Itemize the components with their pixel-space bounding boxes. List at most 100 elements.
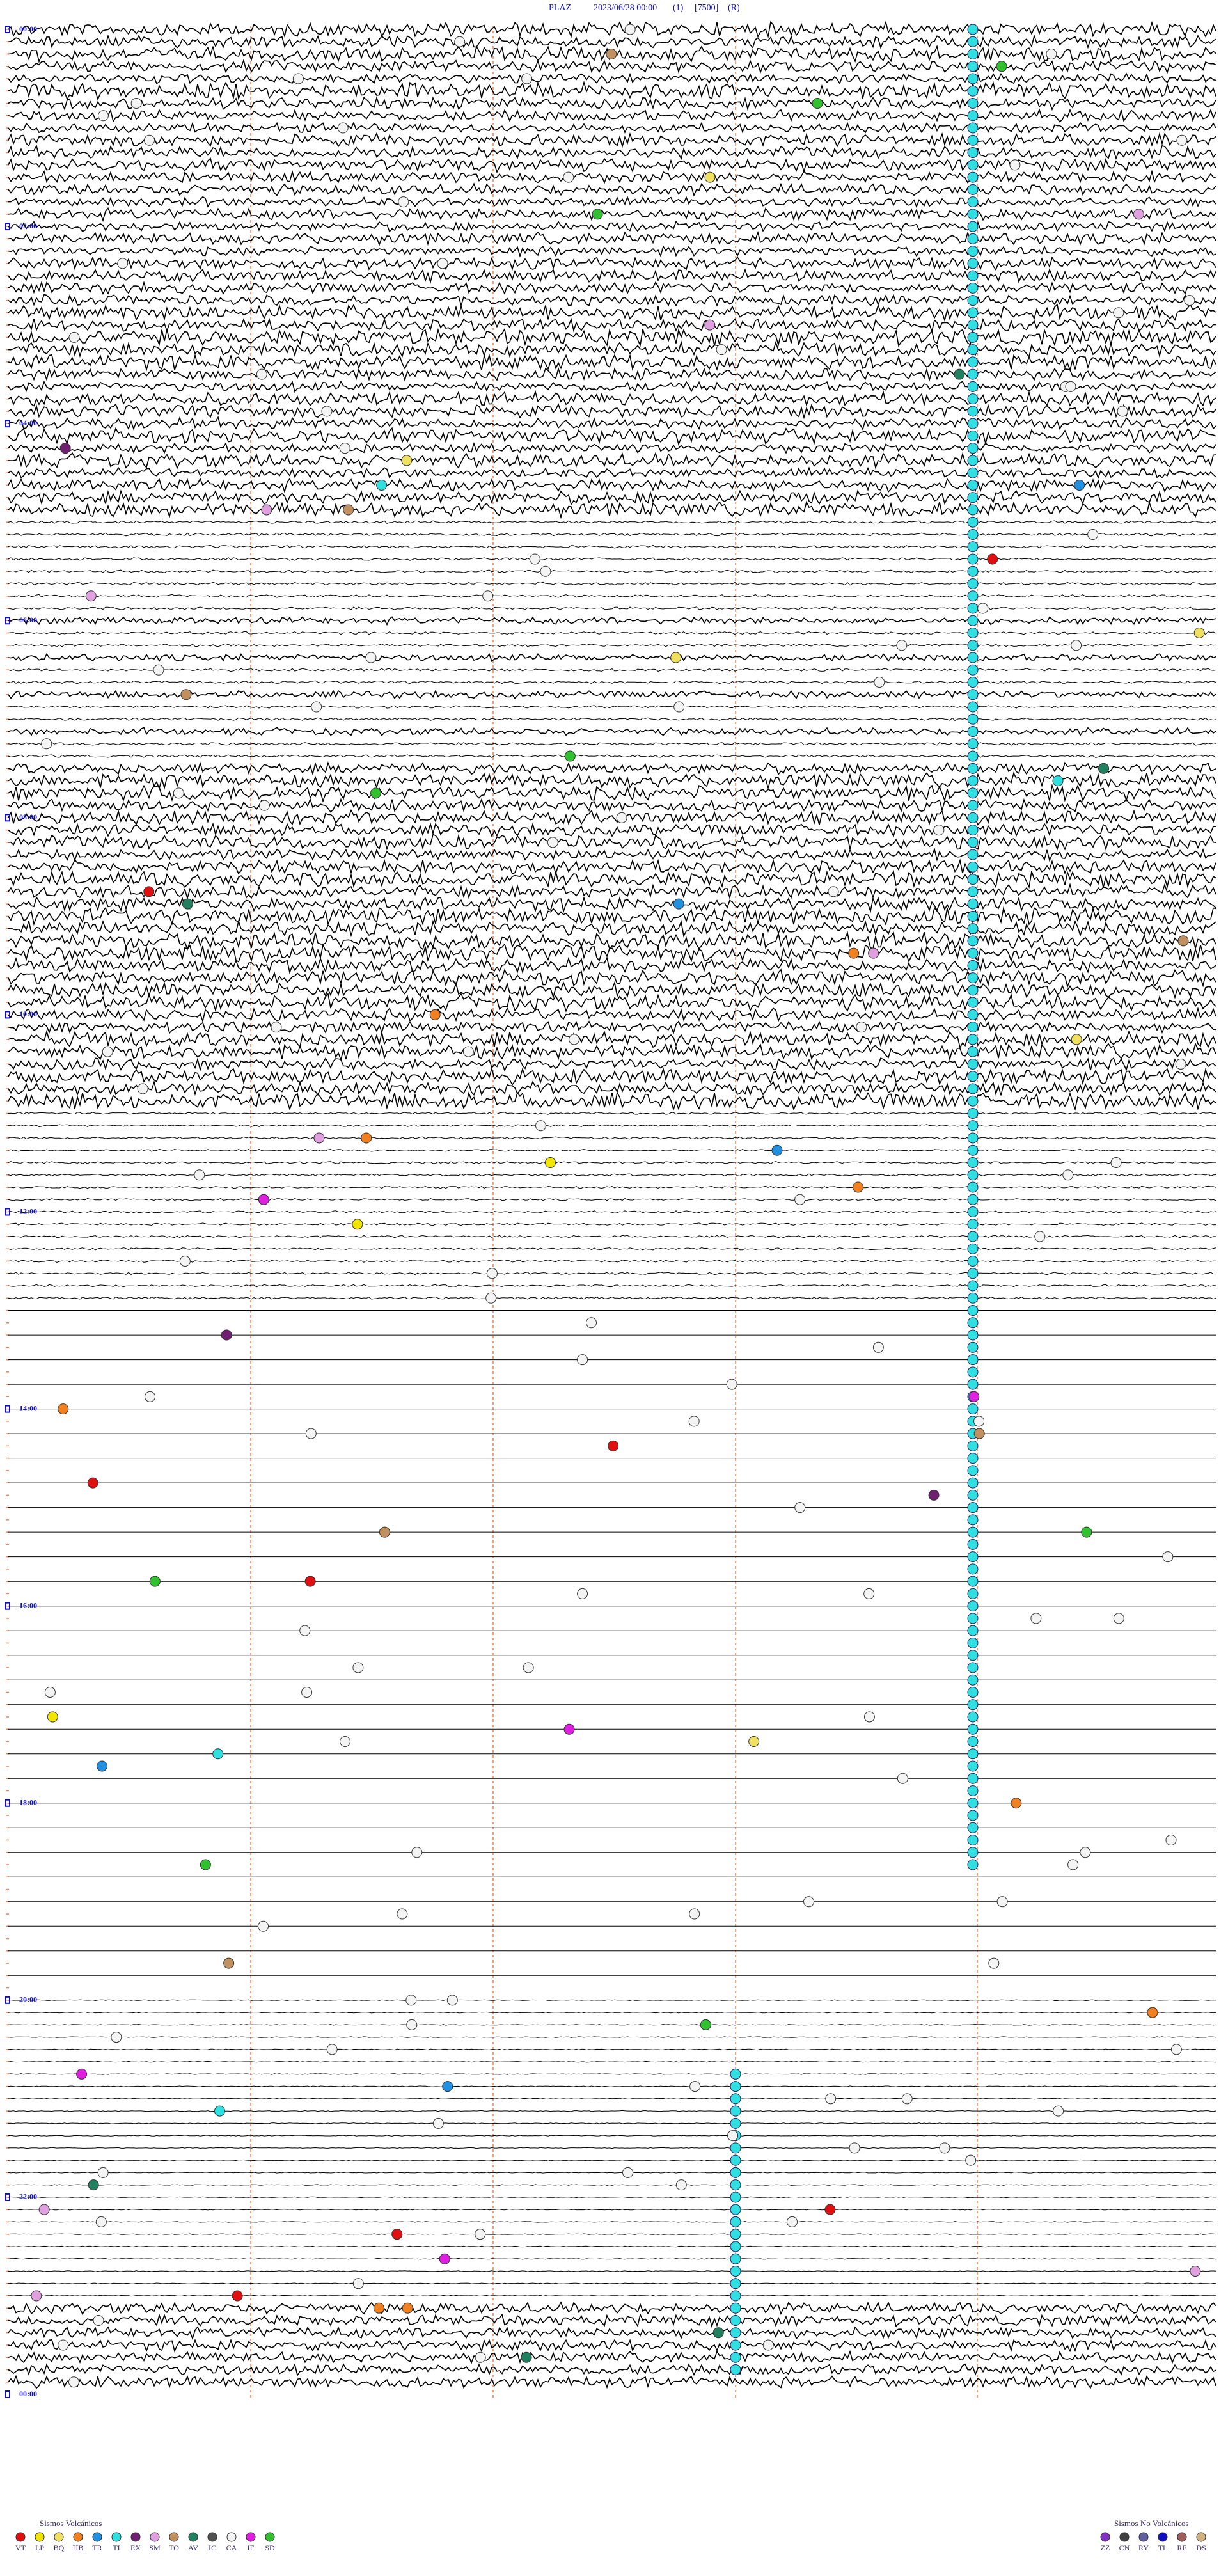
trace (8, 1057, 1216, 1072)
tremor-marker (967, 763, 979, 774)
tremor-marker (967, 24, 979, 35)
tremor-marker (967, 455, 979, 466)
event-marker (1046, 49, 1057, 60)
tremor-marker (730, 2068, 741, 2080)
tremor-marker (967, 590, 979, 602)
tremor-marker (967, 984, 979, 996)
event-marker (111, 2032, 122, 2043)
legend-label: BQ (54, 2543, 65, 2552)
tremor-marker (967, 1268, 979, 1279)
event-marker (87, 1477, 98, 1489)
tremor-marker (967, 492, 979, 503)
tremor-marker (967, 689, 979, 700)
event-marker (321, 406, 333, 417)
tremor-marker (967, 1403, 979, 1415)
trace (8, 2326, 1216, 2341)
trace (8, 72, 1216, 85)
hour-label: 16:00 (19, 1600, 37, 1609)
tremor-marker (967, 1686, 979, 1698)
trace (8, 20, 1216, 38)
trace (8, 1260, 1216, 1263)
tremor-marker (967, 1107, 979, 1119)
trace (8, 594, 1216, 598)
event-marker (173, 787, 184, 799)
tremor-marker (730, 2105, 741, 2117)
tremor-marker (967, 1157, 979, 1168)
trace (8, 858, 1216, 875)
event-marker (97, 1760, 108, 1772)
event-marker (182, 898, 193, 910)
tremor-marker (967, 430, 979, 441)
event-marker (145, 1391, 156, 1402)
event-marker (1034, 1231, 1046, 1242)
legend-swatch (169, 2532, 179, 2542)
trace (8, 427, 1216, 446)
tremor-marker (967, 1256, 979, 1267)
event-marker (1133, 209, 1144, 220)
trace (8, 220, 1216, 233)
hour-label: 00:00 (19, 24, 37, 33)
trace (8, 1006, 1216, 1023)
tremor-marker (967, 1847, 979, 1858)
trace (8, 2085, 1216, 2087)
legend-label: SM (149, 2543, 161, 2552)
trace (8, 195, 1216, 209)
event-marker (1081, 1526, 1092, 1538)
hour-label: 20:00 (19, 1995, 37, 2004)
tremor-marker (967, 910, 979, 922)
trace (8, 822, 1216, 838)
legend-label: CN (1119, 2543, 1130, 2552)
tremor-marker (730, 2117, 741, 2129)
tremor-marker (967, 1723, 979, 1735)
tremor-marker (967, 960, 979, 971)
tremor-marker (967, 406, 979, 417)
tremor-marker (967, 701, 979, 713)
tremor-marker (730, 2154, 741, 2166)
event-marker (482, 590, 494, 602)
events (31, 24, 1205, 2388)
tremor-marker (967, 49, 979, 60)
trace (8, 353, 1216, 372)
legend-label: IC (209, 2543, 216, 2552)
trace (8, 606, 1216, 610)
event-marker (988, 1957, 1000, 1969)
event-marker (848, 947, 860, 959)
tremor-marker (967, 603, 979, 614)
trace (8, 34, 1216, 49)
legend-label: RE (1177, 2543, 1186, 2552)
legend-label: IF (248, 2543, 255, 2552)
tremor-marker (967, 1083, 979, 1094)
hour-marker (5, 814, 10, 822)
event-marker (475, 2229, 486, 2240)
tremor-marker (967, 1009, 979, 1020)
tremor-marker (967, 159, 979, 171)
event-marker (432, 2117, 444, 2129)
trace (8, 1124, 1216, 1128)
trace (8, 157, 1216, 174)
trace (8, 882, 1216, 901)
tremor-marker (967, 1662, 979, 1673)
event-marker (258, 800, 270, 811)
trace (8, 931, 1216, 951)
hour-label: 02:00 (19, 221, 37, 230)
legend-swatch (92, 2532, 102, 2542)
legend-swatch (35, 2532, 45, 2542)
trace (8, 761, 1216, 776)
trace (8, 207, 1216, 223)
trace (8, 1042, 1216, 1062)
event-marker (1165, 1835, 1177, 1846)
tremor-marker (967, 1699, 979, 1711)
event-marker (454, 36, 466, 47)
event-marker (828, 886, 839, 897)
legend-label: RY (1138, 2543, 1149, 2552)
trace (8, 1185, 1216, 1189)
trace (8, 616, 1216, 626)
event-marker (144, 134, 155, 146)
trace (8, 783, 1216, 803)
trace (8, 1296, 1216, 1300)
trace (8, 981, 1216, 999)
legend-label: TO (169, 2543, 179, 2552)
trace (8, 847, 1216, 862)
event-marker (547, 837, 558, 848)
event-marker (1175, 1058, 1186, 1070)
